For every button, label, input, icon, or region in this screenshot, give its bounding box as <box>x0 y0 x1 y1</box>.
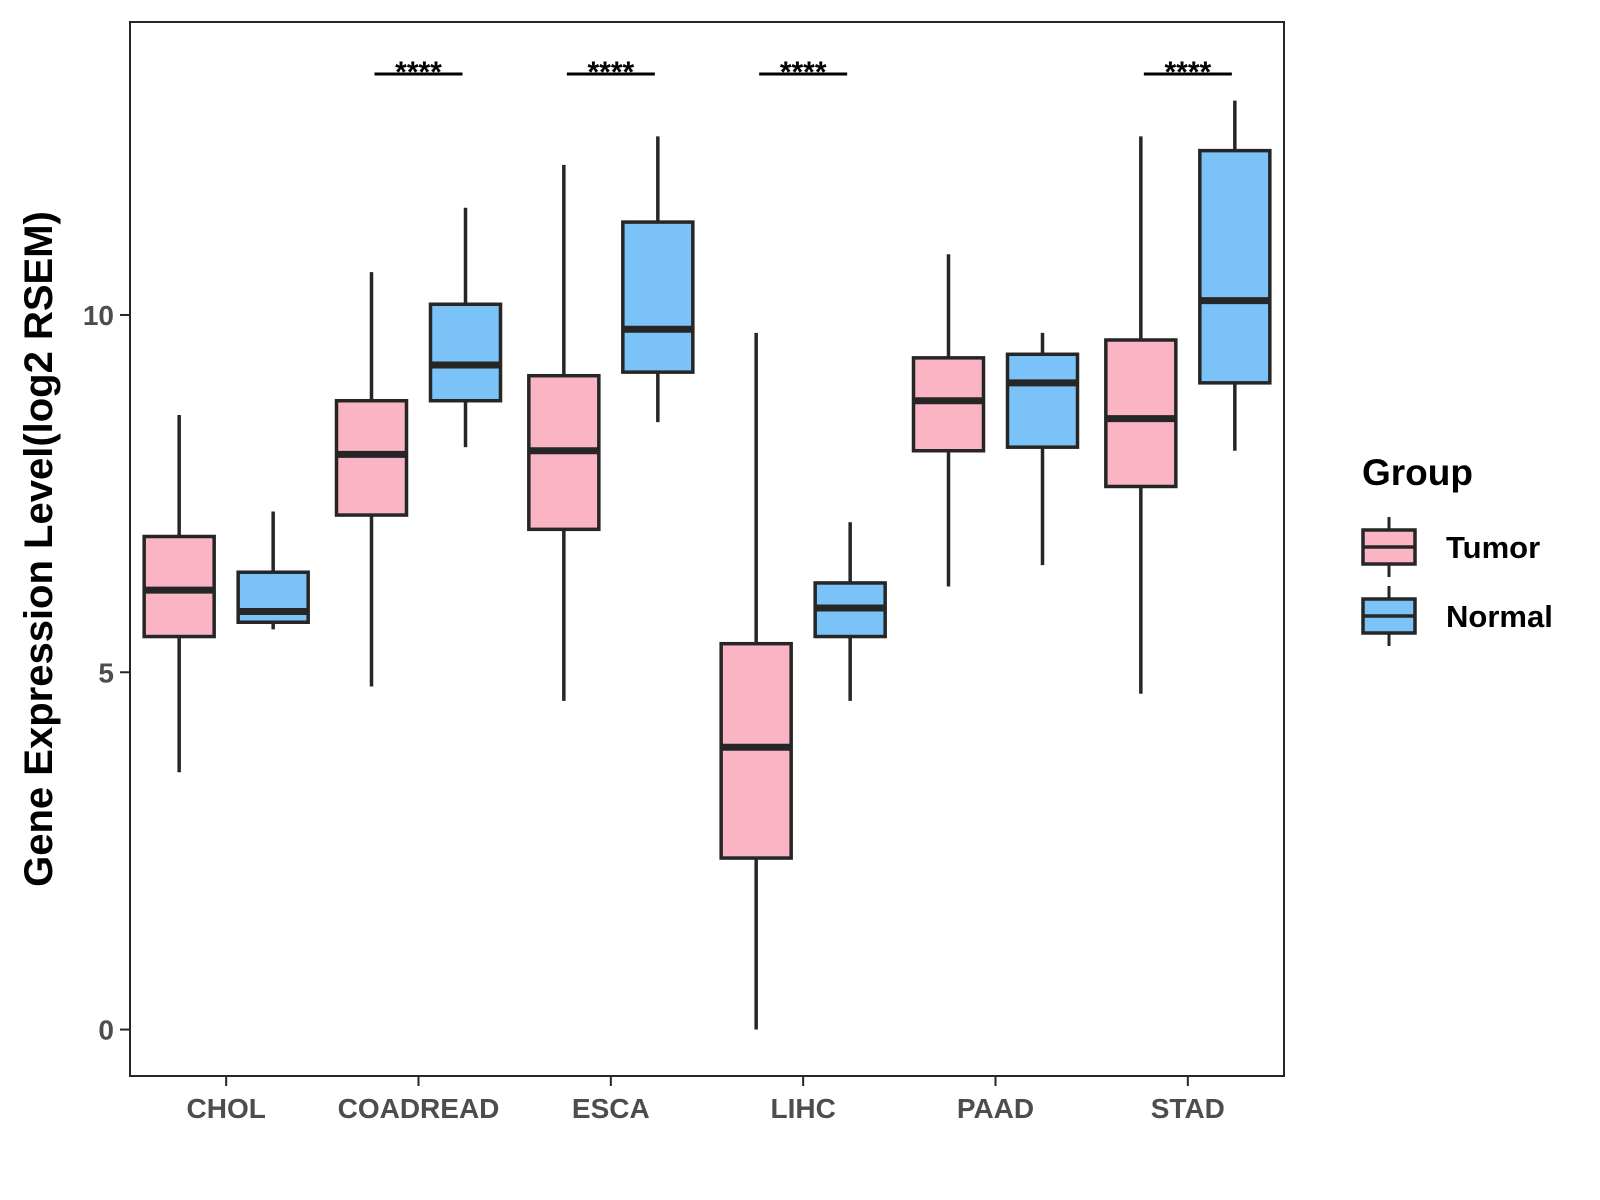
box-chol-tumor <box>142 415 216 773</box>
legend-label: Tumor <box>1446 530 1540 565</box>
significance-label: **** <box>1164 56 1211 89</box>
significance-lihc: **** <box>759 56 848 89</box>
y-tick-label: 0 <box>98 1015 114 1046</box>
box-body <box>719 641 793 860</box>
box-body <box>142 534 216 639</box>
box-esca-normal <box>621 136 695 423</box>
x-tick-label: ESCA <box>572 1093 650 1124</box>
legend-item-tumor: Tumor <box>1361 517 1540 577</box>
significance-layer: **** **** **** **** <box>374 56 1232 89</box>
box-stad-tumor <box>1104 136 1178 694</box>
legend-label: Normal <box>1446 599 1553 634</box>
plot-panel <box>129 21 1285 1077</box>
significance-stad: **** <box>1143 56 1232 89</box>
box-body <box>621 220 695 374</box>
y-axis: 0 5 10 <box>83 300 130 1046</box>
x-tick-label: CHOL <box>187 1093 266 1124</box>
x-tick-label: COADREAD <box>338 1093 500 1124</box>
x-tick-label: PAAD <box>957 1093 1034 1124</box>
box-paad-normal <box>1005 332 1080 566</box>
legend: Group Tumor Normal <box>1361 452 1553 646</box>
box-body <box>1005 352 1080 449</box>
y-tick-label: 10 <box>83 300 114 331</box>
box-body <box>334 398 409 517</box>
significance-coadread: **** <box>374 56 463 89</box>
box-body <box>428 302 503 403</box>
box-body <box>911 356 986 453</box>
box-lihc-normal <box>813 522 887 701</box>
box-body <box>1104 338 1178 489</box>
box-layer <box>142 100 1272 1030</box>
box-body <box>1198 148 1272 385</box>
box-coadread-normal <box>428 207 503 448</box>
x-tick-label: STAD <box>1151 1093 1225 1124</box>
significance-label: **** <box>395 56 442 89</box>
box-coadread-tumor <box>334 272 409 687</box>
significance-label: **** <box>780 56 827 89</box>
legend-item-normal: Normal <box>1361 586 1553 646</box>
box-paad-tumor <box>911 254 986 587</box>
significance-label: **** <box>587 56 634 89</box>
significance-esca: **** <box>566 56 655 89</box>
box-esca-tumor <box>527 164 601 701</box>
x-tick-label: LIHC <box>771 1093 836 1124</box>
y-tick-label: 5 <box>98 657 114 688</box>
y-axis-title: Gene Expression Level(log2 RSEM) <box>17 211 61 887</box>
box-lihc-tumor <box>719 332 793 1030</box>
box-stad-normal <box>1198 100 1272 451</box>
box-chol-normal <box>236 511 310 630</box>
x-axis: CHOL COADREAD ESCA LIHC PAAD STAD <box>187 1076 1225 1124</box>
legend-title: Group <box>1362 452 1473 493</box>
